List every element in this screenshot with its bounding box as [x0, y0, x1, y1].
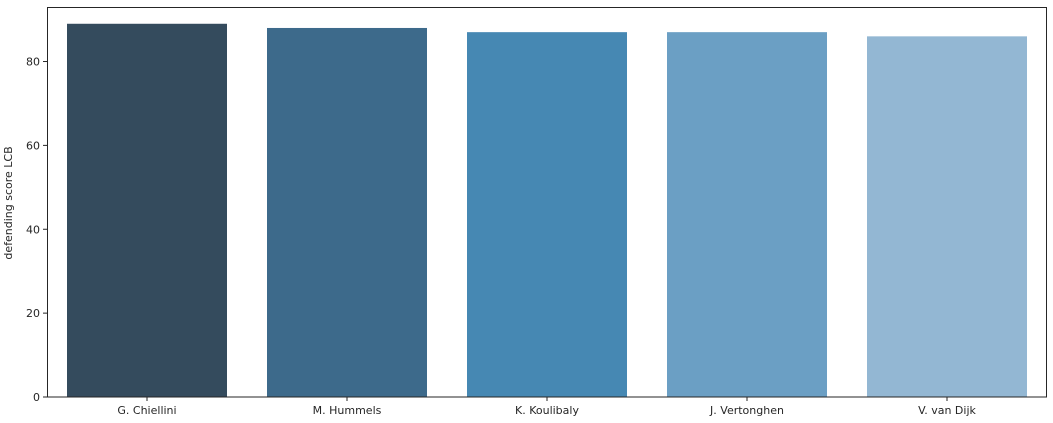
y-axis-label: defending score LCB — [2, 146, 15, 259]
y-tick-label: 20 — [26, 307, 40, 320]
axes-group: G. Chiellini M. Hummels K. Koulibaly J. Ver… — [26, 7, 1047, 417]
x-tick-label: V. van Dijk — [918, 404, 976, 417]
bar-k-koulibaly — [467, 32, 627, 397]
bars-group — [67, 23, 1027, 398]
bar-j-vertonghen — [667, 32, 827, 397]
plot-frame — [47, 7, 1047, 398]
bar-g-chiellini — [67, 23, 227, 398]
y-tick-label: 40 — [26, 223, 40, 236]
x-tick-label: K. Koulibaly — [515, 404, 579, 417]
bar-v-van-dijk — [867, 36, 1027, 397]
x-tick-label: M. Hummels — [313, 404, 382, 417]
x-tick-label: J. Vertonghen — [709, 404, 784, 417]
bar-m-hummels — [267, 27, 427, 397]
x-tick-label: G. Chiellini — [117, 404, 176, 417]
y-tick-label: 80 — [26, 56, 40, 69]
y-tick-label: 60 — [26, 139, 40, 152]
y-tick-label: 0 — [33, 391, 40, 404]
